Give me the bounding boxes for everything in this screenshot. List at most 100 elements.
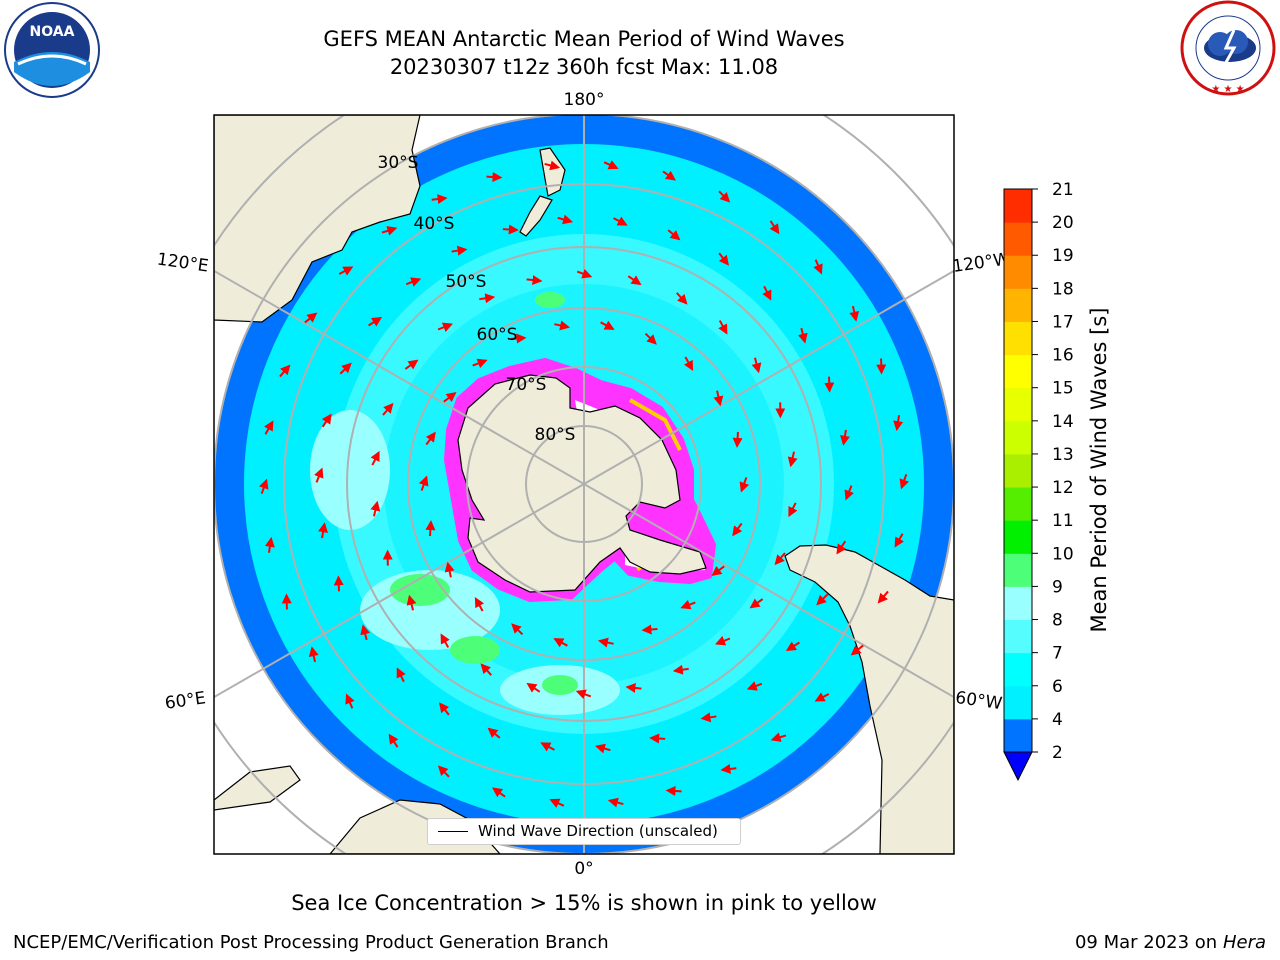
direction-arrow [894,533,904,548]
direction-arrow [544,160,561,171]
colorbar-segment [1004,619,1032,654]
direction-arrow [683,356,694,371]
direction-arrow [444,561,455,578]
direction-arrow [797,327,808,344]
direction-arrow [370,450,380,466]
direction-arrow [672,664,689,675]
direction-arrow [680,599,696,610]
direction-arrow [451,245,468,256]
colorbar-segment [1004,586,1032,621]
colorbar-tick-label: 17 [1052,312,1074,332]
date-text: 09 Mar 2023 on Hera [1075,932,1266,953]
direction-arrow [360,624,371,641]
direction-arrow [762,285,772,301]
direction-arrow [345,693,355,709]
colorbar-segment [1004,288,1032,322]
lon-label-120w: 120°W [951,249,1011,277]
direction-arrow [787,451,798,468]
direction-arrow [675,292,688,305]
direction-arrow [318,522,328,539]
lat-label-30s: 30°S [378,153,419,173]
chart-title: GEFS MEAN Antarctic Mean Period of Wind … [323,27,845,51]
direction-arrow [711,565,725,576]
direction-arrow [526,682,541,693]
direction-arrow [769,220,780,235]
colorbar-tick-label: 11 [1052,511,1074,531]
direction-arrow [715,636,731,646]
direction-arrow [370,500,381,517]
nws-logo: ★ ★ ★ [1180,0,1276,96]
direction-arrow [732,522,743,537]
colorbar-tick-label: 4 [1052,710,1063,730]
direction-arrow [437,322,453,332]
colorbar-underflow [1003,751,1033,782]
direction-arrow [264,536,275,553]
direction-arrow [824,376,835,393]
date-value: 09 Mar 2023 on [1074,932,1218,953]
lon-label-120e: 120°E [156,250,210,277]
direction-arrow [749,598,764,609]
direction-arrow [774,552,786,566]
direction-arrow [258,478,269,495]
lat-label-60s: 60°S [477,325,518,345]
direction-arrow [431,194,448,205]
wind-wave-arrows [258,160,910,808]
lat-label-80s: 80°S [535,425,576,445]
svg-text:★ ★ ★: ★ ★ ★ [1211,84,1244,95]
legend-label: Wind Wave Direction (unscaled) [478,822,718,840]
direction-arrow [575,689,592,700]
direction-arrow [502,224,519,235]
direction-arrow [368,316,383,327]
direction-arrow [279,364,291,378]
direction-arrow [304,312,318,324]
colorbar-segment [1004,354,1032,389]
host-name: Hera [1222,932,1266,953]
map-frame [213,114,955,855]
direction-arrow [472,358,488,369]
direction-arrow [840,429,850,446]
direction-arrow [404,359,419,370]
direction-arrow [425,520,436,537]
colorbar-segment [1004,553,1032,587]
direction-arrow [644,332,657,345]
direction-arrow [557,214,574,225]
sea-ice-note: Sea Ice Concentration > 15% is shown in … [291,891,877,915]
direction-arrow [649,733,666,744]
colorbar-frame [1003,188,1033,753]
direction-arrow [333,575,344,592]
colorbar-tick-label: 9 [1052,577,1063,597]
direction-arrow [720,763,737,774]
direction-arrow [479,293,496,304]
direction-arrow [877,590,889,604]
direction-arrow [437,765,450,778]
colorbar-tick-label: 18 [1052,279,1074,299]
direction-arrow [850,644,864,656]
direction-arrow [770,732,787,742]
colorbar-tick-label: 13 [1052,445,1074,465]
colorbar-tick-label: 19 [1052,246,1074,266]
direction-arrow [576,268,593,279]
madagascar [214,765,301,811]
direction-arrow [438,702,450,716]
colorbar-segment [1004,222,1032,256]
direction-arrow [641,624,658,635]
direction-arrow [388,733,399,748]
colorbar-segment [1004,255,1032,289]
lon-label-180: 180° [564,90,605,110]
colorbar-tick-label: 8 [1052,611,1063,631]
direction-arrow [339,362,352,375]
noaa-logo: NOAA [4,2,100,98]
direction-arrow [492,787,506,798]
legend-line-sample [438,831,468,832]
chart-subtitle: 20230307 t12z 360h fcst Max: 11.08 [389,55,779,79]
direction-arrow [893,415,904,432]
colorbar-segment [1004,652,1032,687]
direction-arrow [603,160,619,170]
direction-arrow [486,172,503,182]
direction-arrow [381,226,398,236]
colorbar-tick-label: 20 [1052,213,1074,233]
credit-text: NCEP/EMC/Verification Post Processing Pr… [13,932,609,953]
direction-arrow [526,275,543,286]
direction-arrow [480,663,493,676]
